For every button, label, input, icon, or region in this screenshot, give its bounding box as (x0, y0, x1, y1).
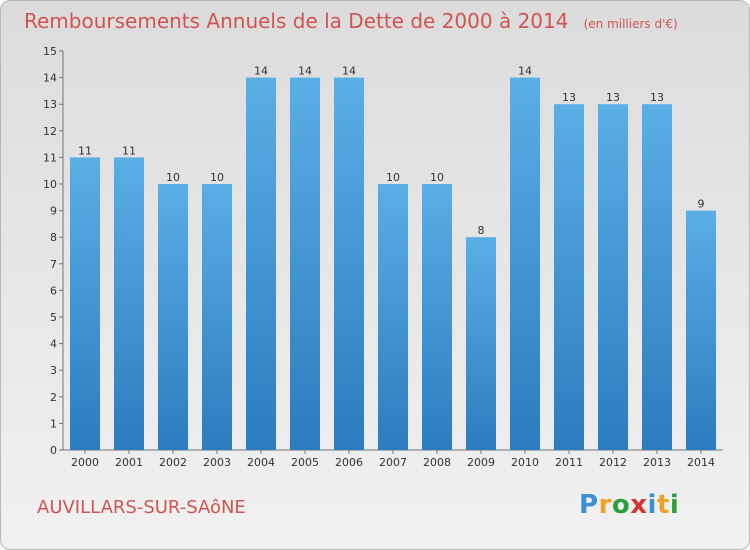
y-tick-label: 8 (50, 231, 57, 244)
bar (642, 104, 672, 450)
logo-letter: x (630, 490, 648, 520)
x-tick-label: 2011 (555, 456, 583, 469)
y-tick-label: 0 (50, 444, 57, 457)
y-tick-label: 12 (43, 125, 57, 138)
bar (598, 104, 628, 450)
bar (466, 237, 496, 450)
y-tick-label: 13 (43, 98, 57, 111)
proxiti-logo[interactable]: Proxiti (579, 490, 679, 520)
y-tick-label: 7 (50, 258, 57, 271)
bar (290, 77, 320, 450)
bar-value-label: 13 (650, 91, 664, 104)
bar-value-label: 14 (518, 65, 532, 78)
x-tick-label: 2008 (423, 456, 451, 469)
y-tick-label: 2 (50, 391, 57, 404)
x-tick-label: 2009 (467, 456, 495, 469)
bar (378, 184, 408, 450)
chart-bars: 11 11 10 10 14 14 14 10 10 8 14 13 13 13 9 (70, 65, 716, 450)
bar (334, 77, 364, 450)
y-tick-label: 9 (50, 205, 57, 218)
bar (158, 184, 188, 450)
chart-unit-text: (en milliers d'€) (583, 17, 678, 31)
bar (510, 77, 540, 450)
logo-letter: o (611, 490, 631, 520)
x-tick-label: 2013 (643, 456, 671, 469)
x-tick-label: 2012 (599, 456, 627, 469)
bar (554, 104, 584, 450)
y-tick-label: 4 (50, 338, 57, 351)
x-tick-label: 2005 (291, 456, 319, 469)
bar-value-label: 14 (342, 65, 356, 78)
x-tick-label: 2004 (247, 456, 275, 469)
x-tick-label: 2010 (511, 456, 539, 469)
bar (686, 210, 716, 450)
bar (70, 157, 100, 450)
y-tick-label: 14 (43, 72, 57, 85)
bar-value-label: 11 (78, 144, 92, 157)
y-tick-label: 5 (50, 311, 57, 324)
y-tick-label: 11 (43, 151, 57, 164)
bar-value-label: 13 (562, 91, 576, 104)
x-tick-label: 2006 (335, 456, 363, 469)
bar-value-label: 14 (254, 65, 268, 78)
logo-letter: t (656, 490, 670, 520)
chart-title: Remboursements Annuels de la Dette de 20… (24, 9, 678, 33)
x-tick-label: 2001 (115, 456, 143, 469)
x-tick-label: 2014 (687, 456, 715, 469)
bar (246, 77, 276, 450)
y-tick-label: 1 (50, 417, 57, 430)
y-tick-label: 6 (50, 284, 57, 297)
bar-value-label: 11 (122, 144, 136, 157)
bar-value-label: 10 (430, 171, 444, 184)
bar (422, 184, 452, 450)
logo-letter: i (647, 490, 657, 520)
commune-name: AUVILLARS-SUR-SAôNE (37, 497, 246, 518)
bar (114, 157, 144, 450)
x-tick-label: 2002 (159, 456, 187, 469)
bar-value-label: 14 (298, 65, 312, 78)
y-tick-label: 15 (43, 45, 57, 58)
bar-value-label: 10 (386, 171, 400, 184)
y-tick-label: 3 (50, 364, 57, 377)
bar-value-label: 13 (606, 91, 620, 104)
bar (202, 184, 232, 450)
bar-value-label: 10 (166, 171, 180, 184)
logo-letter: i (669, 490, 680, 520)
chart-title-text: Remboursements Annuels de la Dette de 20… (24, 9, 569, 33)
logo-letter: r (598, 490, 612, 520)
bar-value-label: 9 (698, 198, 705, 211)
x-tick-label: 2000 (71, 456, 99, 469)
bar-value-label: 8 (478, 224, 485, 237)
logo-letter: P (579, 490, 599, 520)
bar-value-label: 10 (210, 171, 224, 184)
y-tick-label: 10 (43, 178, 57, 191)
x-tick-label: 2003 (203, 456, 231, 469)
x-tick-label: 2007 (379, 456, 407, 469)
